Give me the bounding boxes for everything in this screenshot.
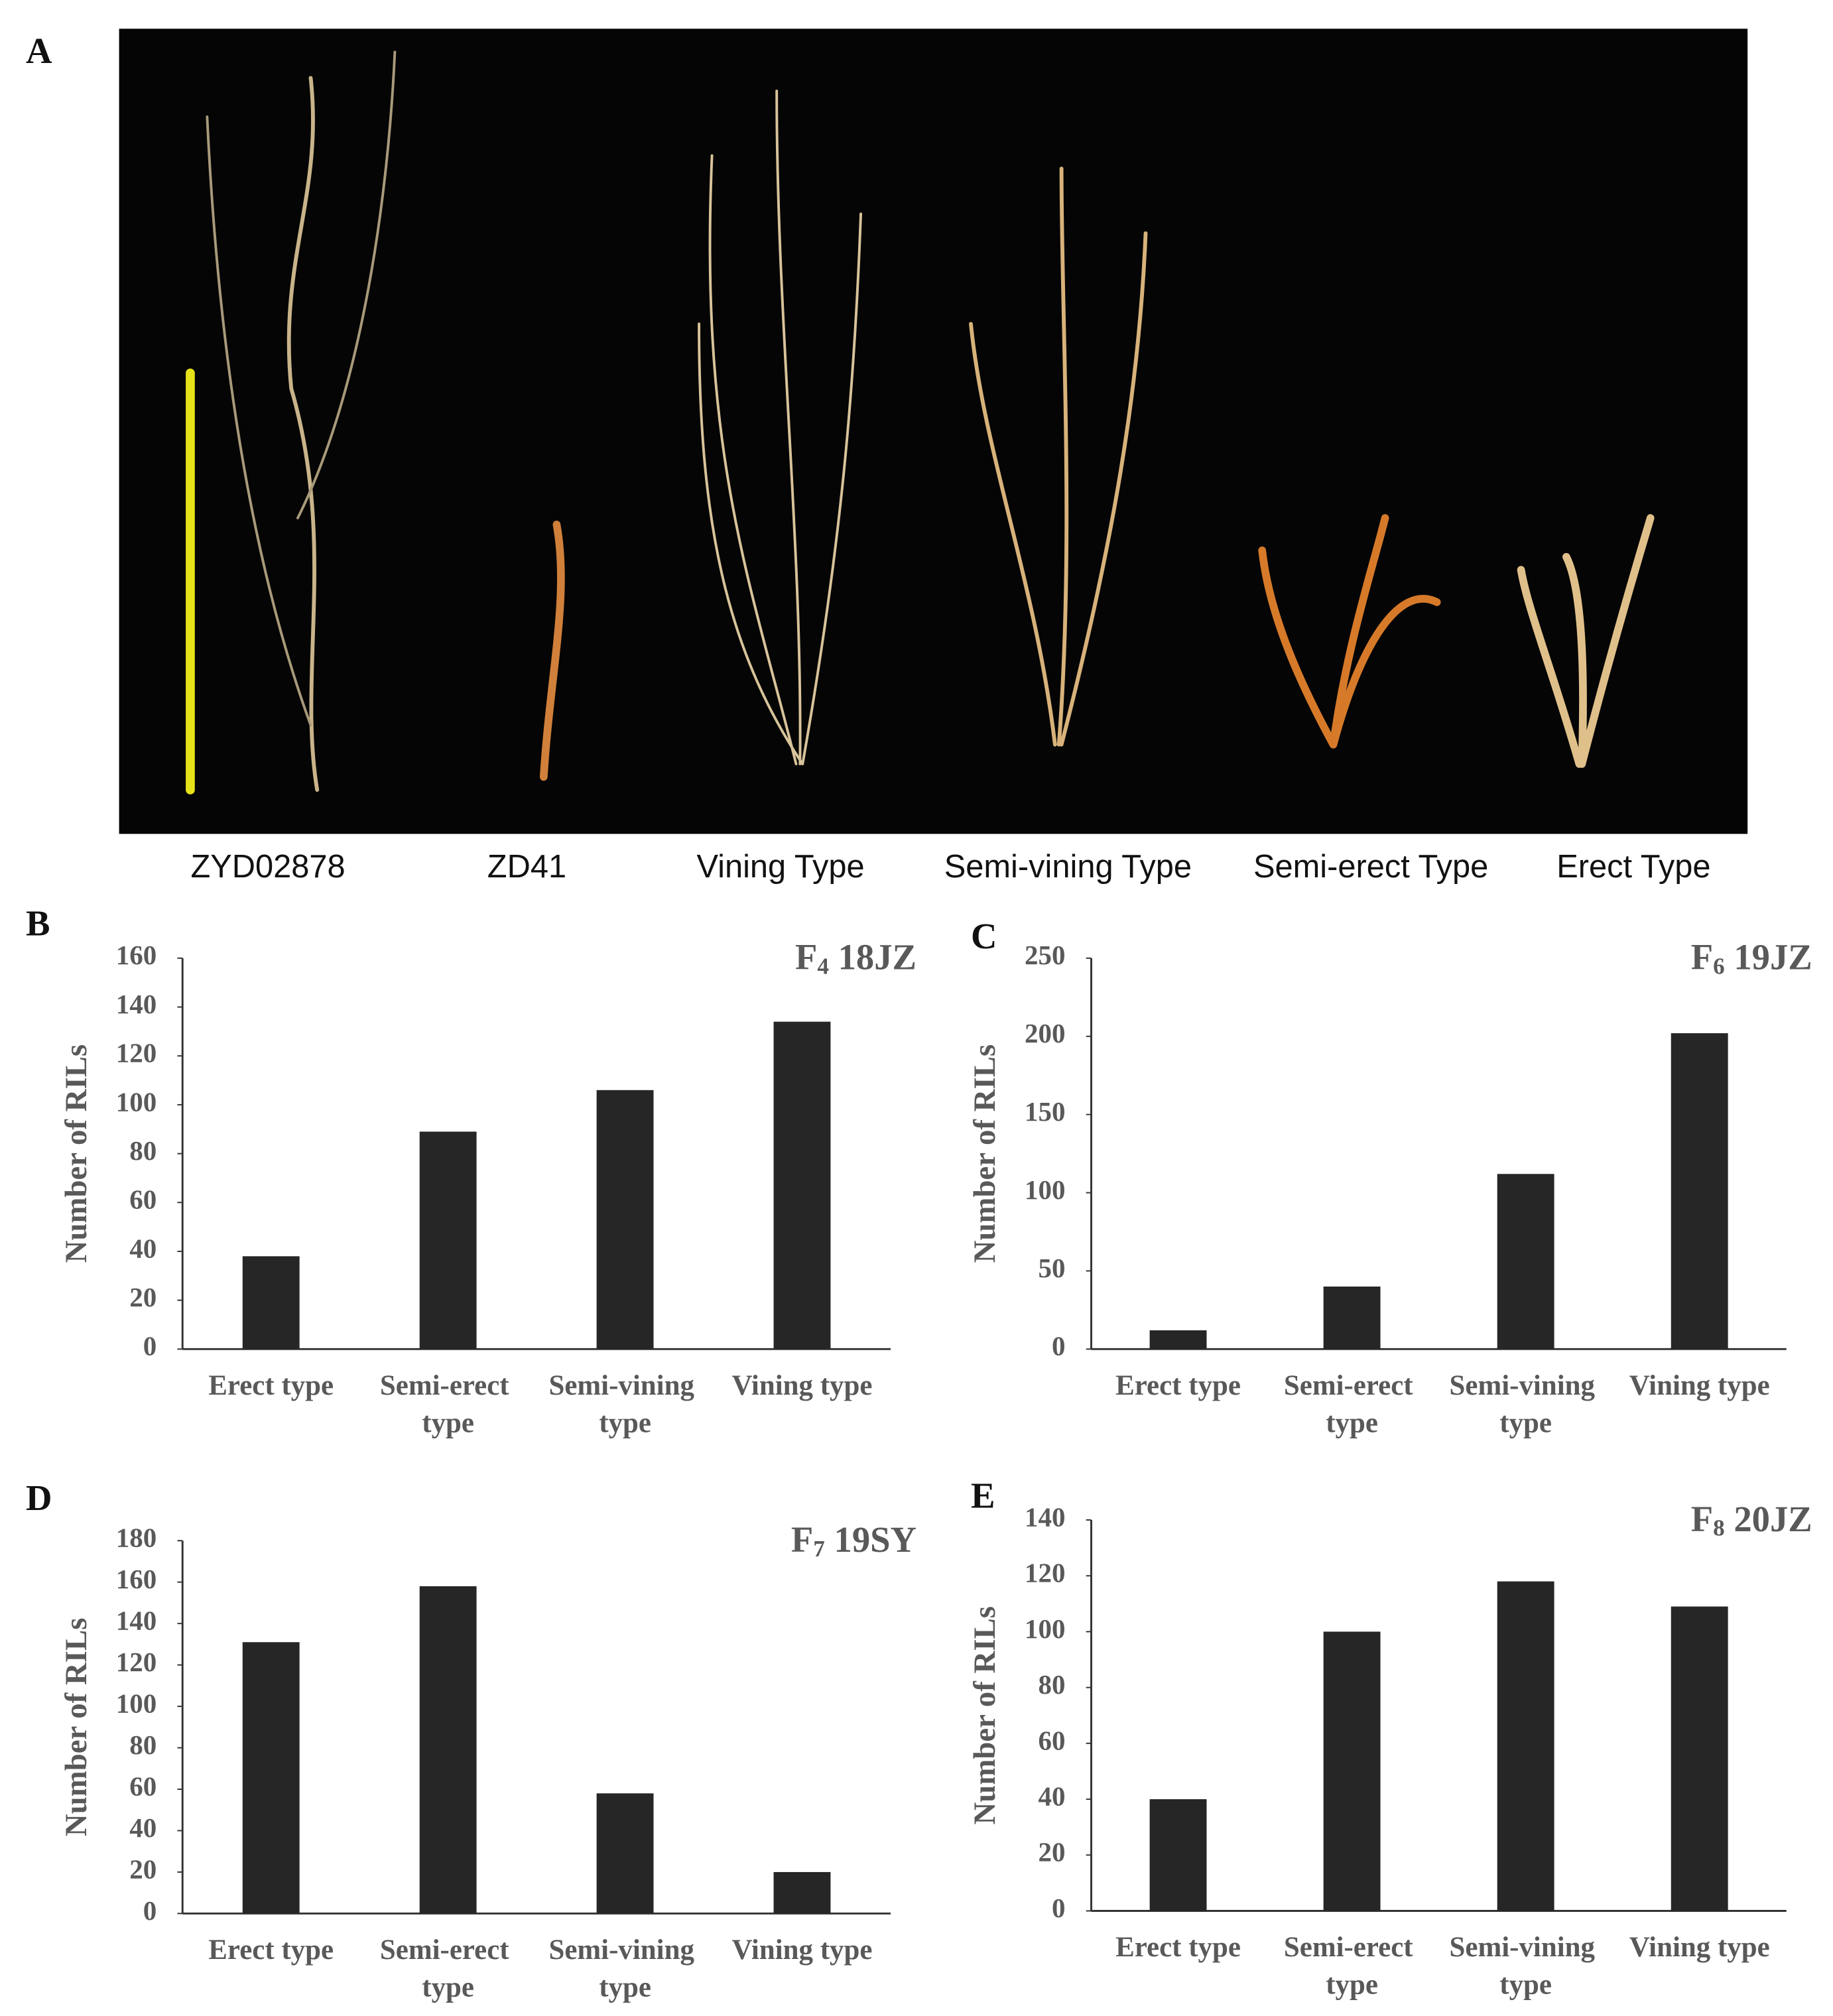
x-tick-label: Semi-vining type bbox=[1450, 1370, 1602, 1439]
panel-label: A bbox=[26, 31, 52, 71]
y-tick-label: 120 bbox=[1025, 1558, 1065, 1588]
chart-title: F6 19JZ bbox=[1691, 936, 1812, 979]
photo-caption: Erect Type bbox=[1556, 849, 1710, 885]
y-tick-label: 140 bbox=[1025, 1501, 1065, 1532]
x-tick-label: Semi-erect type bbox=[1284, 1370, 1420, 1439]
bar bbox=[773, 1021, 831, 1350]
y-tick-label: 20 bbox=[129, 1282, 157, 1312]
y-tick-label: 250 bbox=[1025, 940, 1065, 970]
x-tick-label: Semi-erect type bbox=[380, 1370, 516, 1439]
y-tick-label: 60 bbox=[129, 1771, 157, 1801]
y-axis-title: Number of RILs bbox=[59, 1618, 94, 1837]
bar bbox=[596, 1793, 654, 1914]
y-tick-label: 140 bbox=[116, 989, 157, 1019]
x-tick-label: Semi-vining type bbox=[1450, 1932, 1602, 2001]
x-tick-label: Semi-vining type bbox=[548, 1934, 701, 2003]
panel-label: C bbox=[971, 916, 997, 956]
chart-title: F7 19SY bbox=[791, 1519, 916, 1562]
y-tick-label: 0 bbox=[143, 1895, 157, 1926]
y-tick-label: 60 bbox=[129, 1184, 157, 1215]
y-tick-label: 120 bbox=[116, 1038, 157, 1068]
bar bbox=[1671, 1606, 1728, 1911]
x-tick-label: Vining type bbox=[1629, 1370, 1770, 1401]
bar bbox=[242, 1642, 300, 1914]
y-tick-label: 150 bbox=[1025, 1096, 1065, 1127]
panel-label: E bbox=[971, 1475, 995, 1515]
photo-caption: Vining Type bbox=[696, 849, 864, 885]
y-tick-label: 100 bbox=[116, 1688, 157, 1718]
chart-title: F4 18JZ bbox=[795, 936, 916, 979]
y-tick-label: 20 bbox=[129, 1854, 157, 1884]
bar bbox=[596, 1090, 654, 1350]
bar bbox=[1497, 1581, 1554, 1911]
bar bbox=[1497, 1174, 1554, 1350]
bar bbox=[1671, 1033, 1728, 1350]
x-tick-label: Semi-vining type bbox=[548, 1370, 701, 1439]
y-tick-label: 60 bbox=[1038, 1725, 1065, 1755]
bar bbox=[419, 1586, 477, 1914]
photo-caption: ZYD02878 bbox=[190, 849, 345, 885]
photo-caption: ZD41 bbox=[487, 849, 566, 885]
y-tick-label: 50 bbox=[1038, 1253, 1065, 1283]
y-tick-label: 0 bbox=[1052, 1331, 1066, 1361]
y-axis-title: Number of RILs bbox=[968, 1606, 1002, 1825]
bar bbox=[1323, 1287, 1381, 1350]
y-tick-label: 0 bbox=[143, 1331, 157, 1361]
photo bbox=[119, 29, 1748, 834]
x-tick-label: Vining type bbox=[1629, 1932, 1770, 1963]
x-tick-label: Erect type bbox=[208, 1370, 334, 1401]
y-tick-label: 20 bbox=[1038, 1837, 1065, 1867]
photo-caption: Semi-erect Type bbox=[1253, 849, 1488, 885]
y-tick-label: 160 bbox=[116, 1564, 157, 1594]
y-axis-title: Number of RILs bbox=[59, 1044, 94, 1263]
y-tick-label: 40 bbox=[129, 1812, 157, 1843]
x-tick-label: Erect type bbox=[208, 1934, 334, 1966]
y-tick-label: 160 bbox=[116, 940, 157, 970]
bar bbox=[1149, 1330, 1207, 1350]
x-tick-label: Semi-erect type bbox=[1284, 1932, 1420, 2001]
x-tick-label: Vining type bbox=[732, 1370, 873, 1401]
y-axis-title: Number of RILs bbox=[968, 1044, 1002, 1263]
y-tick-label: 100 bbox=[1025, 1174, 1065, 1205]
x-tick-label: Vining type bbox=[732, 1934, 873, 1966]
y-tick-label: 120 bbox=[116, 1647, 157, 1677]
y-tick-label: 80 bbox=[1038, 1669, 1065, 1700]
y-tick-label: 200 bbox=[1025, 1018, 1065, 1048]
bar bbox=[242, 1256, 300, 1350]
bar bbox=[1323, 1631, 1381, 1911]
x-tick-label: Erect type bbox=[1115, 1370, 1241, 1401]
y-tick-label: 100 bbox=[1025, 1613, 1065, 1644]
y-tick-label: 140 bbox=[116, 1606, 157, 1636]
y-tick-label: 40 bbox=[129, 1233, 157, 1263]
x-tick-label: Semi-erect type bbox=[380, 1934, 516, 2003]
photo-plants bbox=[186, 50, 1655, 794]
bar bbox=[419, 1131, 477, 1350]
y-tick-label: 100 bbox=[116, 1086, 157, 1117]
panel-label: B bbox=[26, 903, 50, 944]
panel-label: D bbox=[26, 1478, 52, 1518]
y-tick-label: 80 bbox=[129, 1730, 157, 1760]
y-tick-label: 0 bbox=[1052, 1893, 1066, 1923]
y-tick-label: 80 bbox=[129, 1135, 157, 1166]
chart-title: F8 20JZ bbox=[1691, 1498, 1812, 1541]
photo-caption: Semi-vining Type bbox=[944, 849, 1192, 885]
y-tick-label: 180 bbox=[116, 1523, 157, 1553]
bar bbox=[773, 1871, 831, 1914]
x-tick-label: Erect type bbox=[1115, 1932, 1241, 1963]
bar bbox=[1149, 1799, 1207, 1911]
y-tick-label: 40 bbox=[1038, 1781, 1065, 1811]
